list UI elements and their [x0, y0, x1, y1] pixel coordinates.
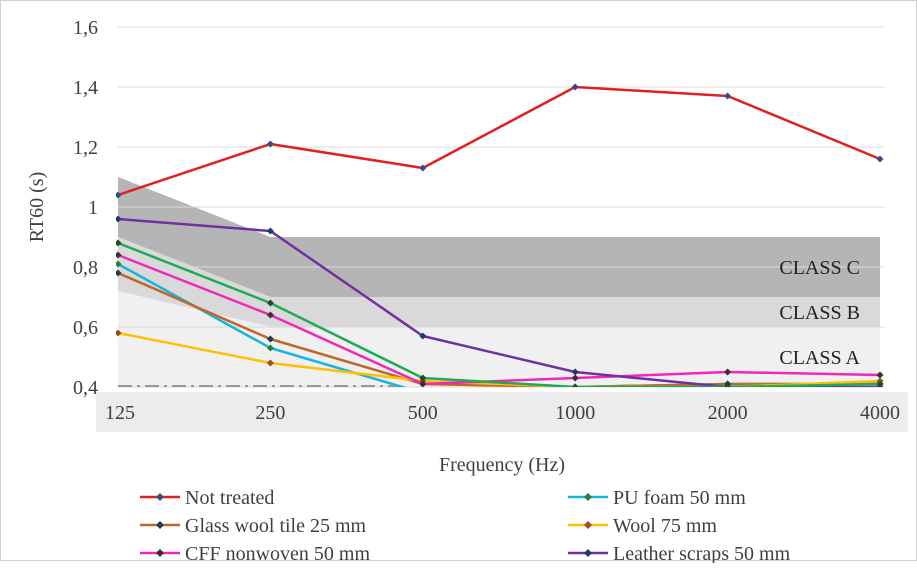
class-band-1 — [118, 237, 880, 327]
band-label: CLASS B — [779, 302, 860, 324]
series-point — [116, 191, 122, 199]
series-point — [724, 368, 732, 376]
legend-label: CFF nonwoven 50 mm — [185, 543, 370, 563]
x-axis-band — [96, 392, 908, 432]
legend-marker — [156, 493, 164, 501]
series-point — [876, 380, 884, 387]
series-point — [116, 239, 122, 247]
series-point — [266, 359, 274, 367]
series-point — [571, 374, 579, 382]
y-tick-label: 1,6 — [73, 17, 98, 39]
series-point — [116, 215, 122, 223]
x-tick-label: 4000 — [860, 402, 900, 424]
series-point — [266, 344, 274, 352]
series-line-0 — [117, 85, 881, 197]
class-band-0 — [118, 177, 880, 297]
series-line-2 — [117, 271, 880, 387]
series-point — [116, 251, 122, 259]
legend-label: PU foam 50 mm — [613, 487, 746, 509]
y-tick-label: 1 — [88, 197, 98, 219]
x-tick-label: 2000 — [708, 402, 748, 424]
legend-label: Leather scraps 50 mm — [613, 543, 791, 563]
series-line-6 — [117, 241, 881, 387]
series-point — [116, 329, 122, 337]
series-point — [419, 380, 427, 387]
series-point — [724, 92, 732, 100]
legend-marker — [584, 493, 592, 501]
series-point — [419, 332, 427, 340]
y-tick-label: 0,6 — [73, 317, 98, 339]
legend-marker — [156, 521, 164, 529]
series-point — [116, 269, 122, 277]
series-point — [419, 374, 427, 382]
x-tick-label: 500 — [408, 402, 438, 424]
series-point — [571, 368, 579, 376]
series-group — [116, 83, 884, 387]
legend-label: Wool 75 mm — [613, 515, 717, 537]
legend-label: Not treated — [185, 487, 274, 509]
series-point — [266, 140, 274, 148]
band-label: CLASS A — [779, 347, 860, 369]
series-point — [266, 335, 274, 343]
series-point — [571, 83, 579, 91]
series-point — [724, 383, 732, 387]
legend-label: Glass wool tile 25 mm — [185, 515, 367, 537]
y-tick-label: 1,4 — [73, 77, 98, 99]
legend-marker — [156, 549, 164, 557]
series-point — [266, 227, 274, 235]
series-point — [419, 164, 427, 172]
series-point — [876, 371, 884, 379]
series-point — [266, 299, 274, 307]
series-line-5 — [117, 217, 880, 387]
x-axis-title: Frequency (Hz) — [439, 454, 565, 476]
x-tick-label: 250 — [255, 402, 285, 424]
series-point — [571, 383, 579, 387]
class-band-2 — [118, 291, 880, 387]
legend-marker — [584, 521, 592, 529]
band-label: CLASS C — [779, 257, 860, 279]
y-tick-label: 0,8 — [73, 257, 98, 279]
series-point — [266, 311, 274, 319]
y-tick-label: 0,4 — [73, 377, 98, 399]
legend-marker — [584, 549, 592, 557]
y-tick-label: 1,2 — [73, 137, 98, 159]
series-point — [876, 155, 884, 163]
x-tick-label: 125 — [105, 402, 135, 424]
series-line-4 — [117, 253, 881, 386]
series-point — [116, 260, 122, 268]
y-axis-title: RT60 (s) — [26, 172, 48, 242]
x-tick-label: 1000 — [555, 402, 595, 424]
